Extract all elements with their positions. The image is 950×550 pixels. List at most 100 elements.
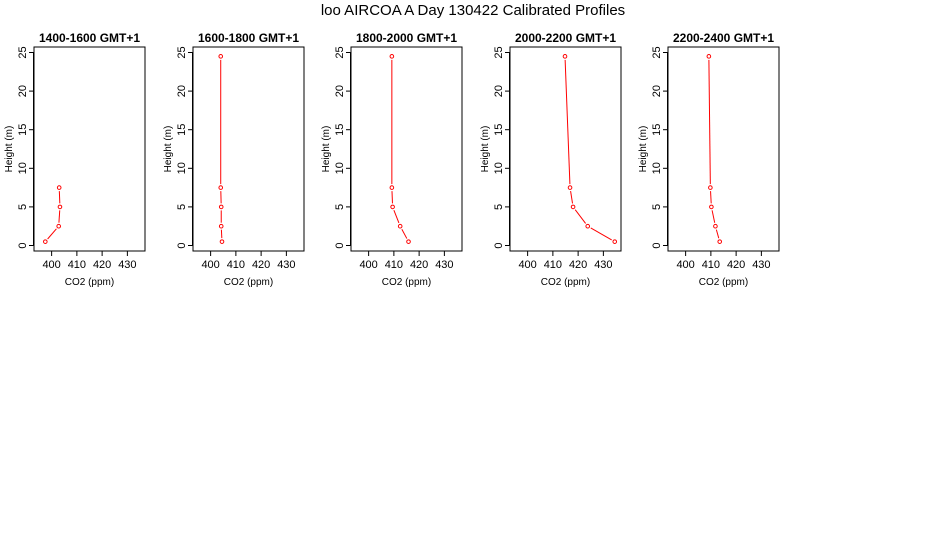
y-tick-label: 20 <box>651 85 663 97</box>
x-tick-label: 430 <box>277 259 295 271</box>
data-point <box>706 54 712 59</box>
series-line-segment <box>574 209 587 224</box>
plot-frame <box>192 46 305 252</box>
data-point <box>562 54 568 59</box>
data-point <box>389 54 395 59</box>
y-tick-label: 0 <box>651 242 663 248</box>
data-point <box>56 223 61 229</box>
x-axis-label: CO2 (ppm) <box>382 277 431 288</box>
panel-title: 1600-1800 GMT+1 <box>198 31 299 45</box>
x-tick-label: 400 <box>518 259 536 271</box>
y-tick-label: 25 <box>334 46 346 58</box>
panel-title: 2000-2200 GMT+1 <box>515 31 616 45</box>
x-tick-label: 410 <box>227 259 245 271</box>
x-tick-label: 430 <box>752 259 770 271</box>
y-tick-label: 5 <box>176 204 188 210</box>
y-tick-label: 0 <box>176 242 188 248</box>
y-tick-label: 5 <box>334 204 346 210</box>
y-tick-label: 5 <box>493 204 505 210</box>
series-line-segment <box>47 228 57 240</box>
chart-panel-5: 2200-2400 GMT+1 0 5 10 15 20 25 400 410 420 430 CO2… <box>638 31 780 288</box>
data-point <box>708 185 713 190</box>
x-tick-label: 420 <box>252 259 270 271</box>
y-tick-label: 20 <box>334 85 346 97</box>
y-tick-label: 10 <box>176 162 188 174</box>
series-line-segment <box>590 227 612 241</box>
data-point <box>570 204 576 210</box>
x-tick-label: 400 <box>201 259 219 271</box>
data-point <box>389 185 395 190</box>
panel-title: 1400-1600 GMT+1 <box>39 31 140 45</box>
series-line-segment <box>564 59 571 185</box>
data-point <box>43 239 48 244</box>
y-tick-label: 25 <box>493 46 505 58</box>
x-tick-label: 410 <box>385 259 403 271</box>
y-axis-label: Height (m) <box>480 126 491 173</box>
plot-frame <box>350 46 463 252</box>
data-point <box>612 239 618 244</box>
chart-panel-3: 1800-2000 GMT+1 0 5 10 15 20 25 400 410 420 430 CO2… <box>321 31 463 288</box>
y-tick-label: 20 <box>17 85 29 97</box>
data-point <box>713 223 718 229</box>
series-line-segment <box>715 229 720 239</box>
data-point <box>717 239 723 244</box>
x-tick-label: 410 <box>544 259 562 271</box>
data-point <box>406 239 411 244</box>
panel-title: 1800-2000 GMT+1 <box>356 31 457 45</box>
y-tick-label: 10 <box>334 162 346 174</box>
data-point <box>585 223 591 229</box>
y-tick-label: 15 <box>176 124 188 136</box>
x-tick-label: 410 <box>68 259 86 271</box>
chart-panel-1: 1400-1600 GMT+1 0 5 10 15 20 25 400 410 420 430 CO2… <box>4 31 146 288</box>
x-tick-label: 430 <box>118 259 136 271</box>
data-point <box>219 239 225 244</box>
y-tick-label: 10 <box>17 162 29 174</box>
y-tick-label: 5 <box>651 204 663 210</box>
y-tick-label: 0 <box>334 242 346 248</box>
y-tick-label: 15 <box>17 124 29 136</box>
y-tick-label: 20 <box>176 85 188 97</box>
chart-panel-4: 2000-2200 GMT+1 0 5 10 15 20 25 400 410 420 430 CO2… <box>480 31 622 288</box>
data-point <box>218 204 224 210</box>
series-line-segment <box>711 210 716 223</box>
y-tick-label: 15 <box>334 124 346 136</box>
series-line-segment <box>570 190 574 204</box>
x-tick-label: 400 <box>359 259 377 271</box>
y-tick-label: 5 <box>17 204 29 210</box>
y-tick-label: 10 <box>651 162 663 174</box>
y-tick-label: 0 <box>17 242 29 248</box>
data-point <box>218 54 224 59</box>
y-tick-label: 25 <box>176 46 188 58</box>
y-tick-label: 15 <box>651 124 663 136</box>
x-tick-label: 400 <box>42 259 60 271</box>
plot-frame <box>667 46 780 252</box>
x-axis-label: CO2 (ppm) <box>224 277 273 288</box>
data-point <box>397 223 403 229</box>
x-axis-label: CO2 (ppm) <box>541 277 590 288</box>
x-tick-label: 420 <box>93 259 111 271</box>
y-tick-label: 20 <box>493 85 505 97</box>
plot-frame <box>33 46 146 252</box>
y-axis-label: Height (m) <box>4 126 15 173</box>
x-tick-label: 400 <box>676 259 694 271</box>
x-tick-label: 430 <box>594 259 612 271</box>
y-tick-label: 25 <box>17 46 29 58</box>
chart-panel-2: 1600-1800 GMT+1 0 5 10 15 20 25 400 410 420 430 CO2… <box>163 31 305 288</box>
y-axis-label: Height (m) <box>163 126 174 173</box>
panel-title: 2200-2400 GMT+1 <box>673 31 774 45</box>
y-axis-label: Height (m) <box>638 126 649 173</box>
x-tick-label: 420 <box>569 259 587 271</box>
data-point <box>709 204 714 210</box>
y-tick-label: 15 <box>493 124 505 136</box>
x-tick-label: 430 <box>435 259 453 271</box>
x-tick-label: 420 <box>410 259 428 271</box>
x-axis-label: CO2 (ppm) <box>65 277 114 288</box>
data-point <box>390 204 395 210</box>
y-axis-label: Height (m) <box>321 126 332 173</box>
x-tick-label: 410 <box>702 259 720 271</box>
y-tick-label: 10 <box>493 162 505 174</box>
series-line-segment <box>710 191 712 204</box>
y-tick-label: 0 <box>493 242 505 248</box>
series-line-segment <box>58 210 61 223</box>
